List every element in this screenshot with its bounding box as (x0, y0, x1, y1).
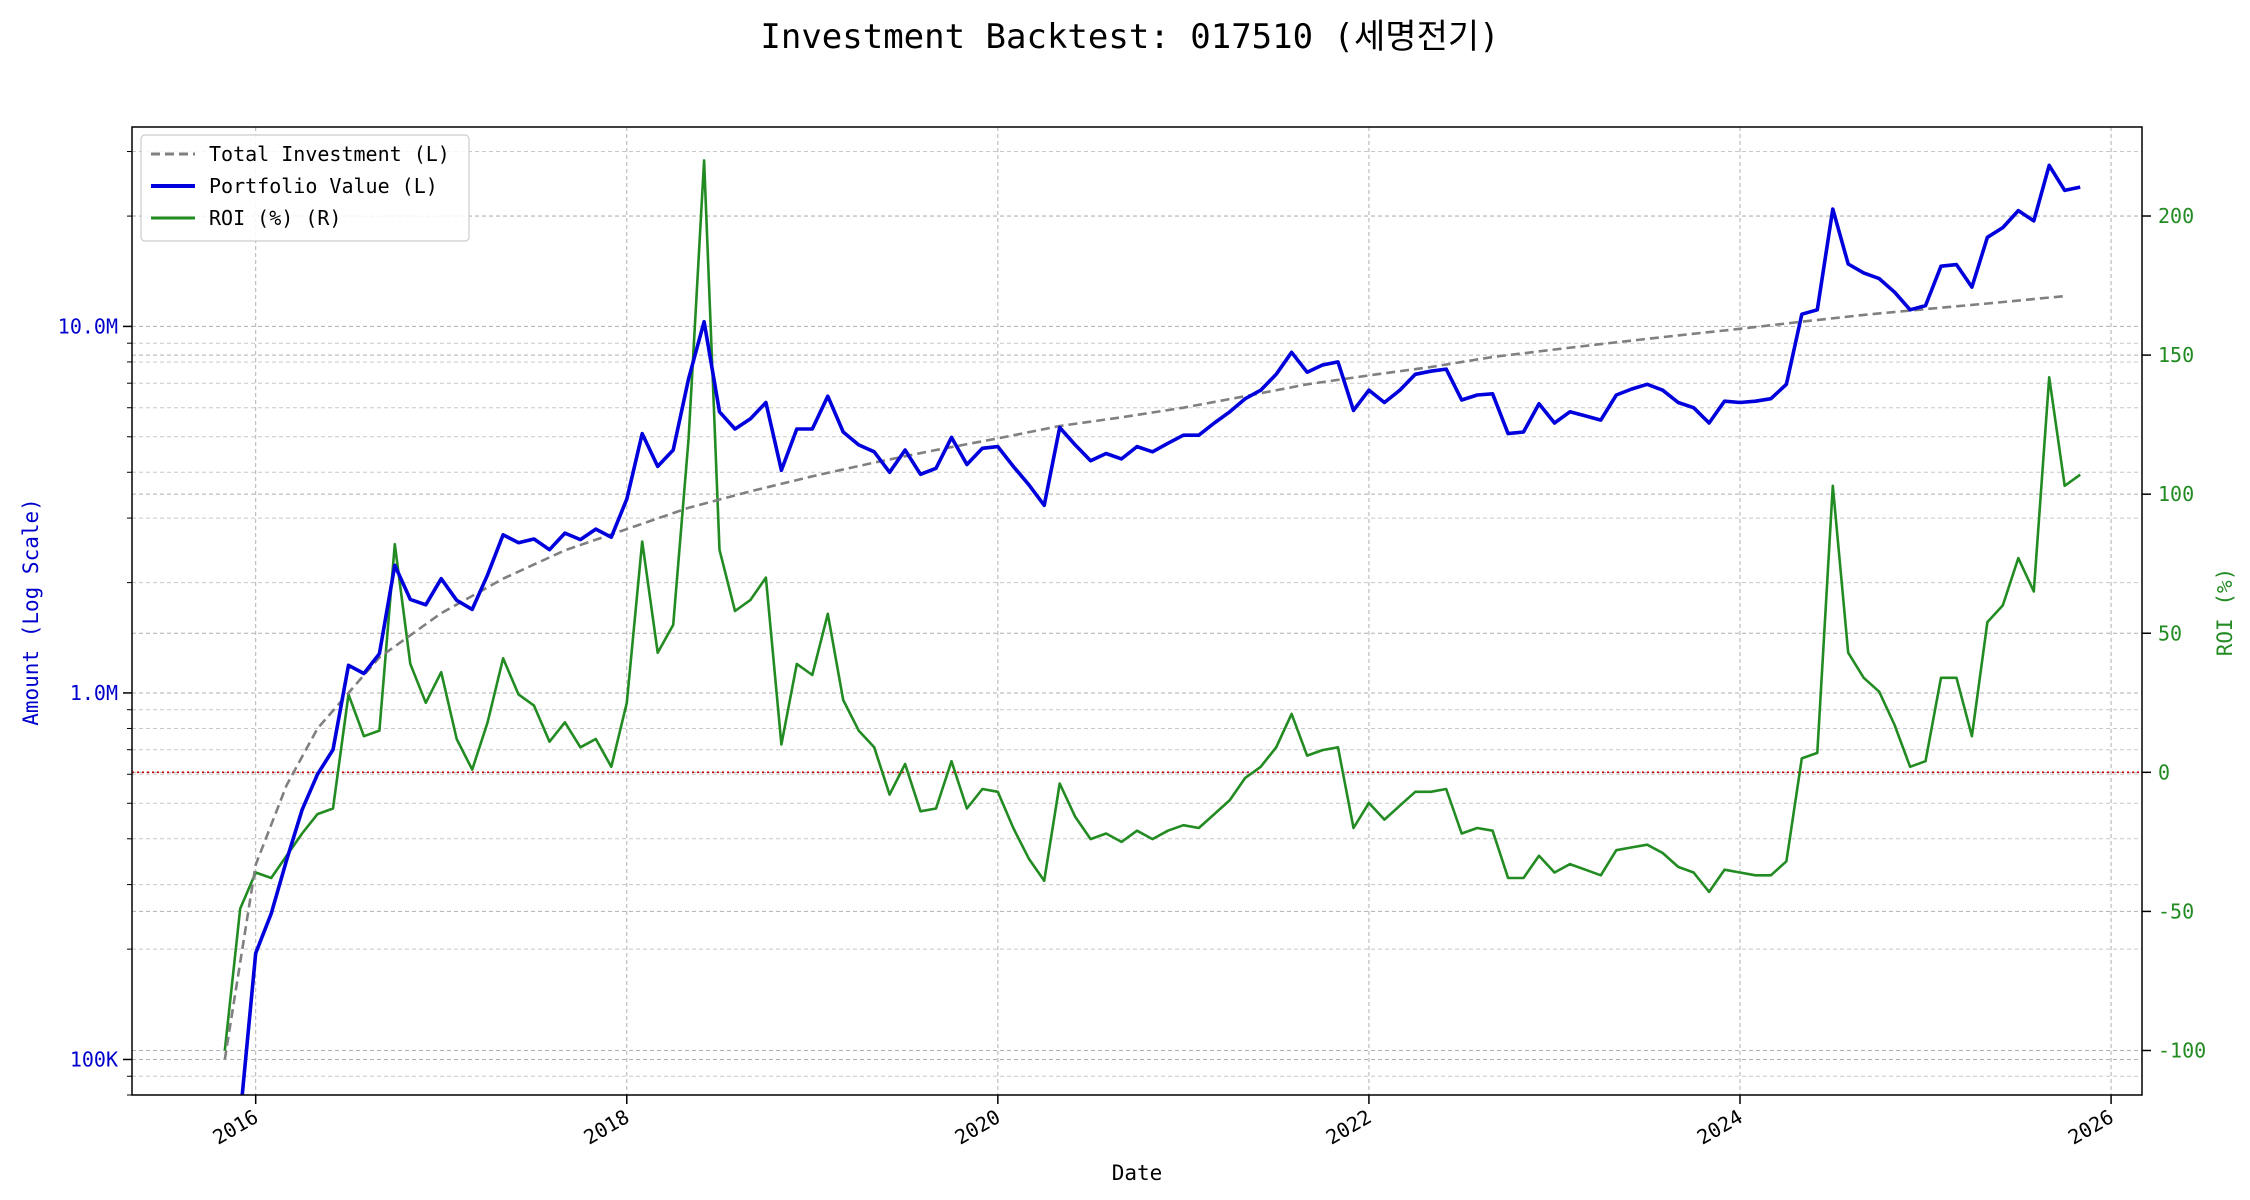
right-tick-label: 0 (2158, 760, 2170, 784)
legend: Total Investment (L) Portfolio Value (L)… (140, 134, 470, 242)
left-tick-label: 1.0M (70, 681, 118, 705)
left-axis: 100K 1.0M 10.0M (58, 151, 132, 1096)
right-tick-label: 50 (2158, 621, 2182, 645)
legend-label-roi: ROI (%) (R) (209, 206, 341, 230)
right-tick-label: 150 (2158, 343, 2194, 367)
left-tick-label: 10.0M (58, 314, 118, 338)
legend-box (140, 134, 470, 242)
roi-line (223, 159, 2081, 1051)
x-axis-label: Date (1112, 1161, 1163, 1185)
right-axis-label: ROI (%) (2213, 568, 2237, 657)
chart-title: Investment Backtest: 017510 (세명전기) (760, 17, 1499, 57)
right-tick-label: 100 (2158, 482, 2194, 506)
grid (132, 127, 2142, 1096)
portfolio-value-line (240, 163, 2081, 1095)
right-tick-label: -100 (2158, 1038, 2206, 1062)
left-axis-label: Amount (Log Scale) (19, 498, 43, 726)
total-investment-line (223, 294, 2065, 1060)
legend-label-investment: Total Investment (L) (209, 142, 450, 166)
plot-frame (131, 126, 2143, 1096)
left-tick-label: 100K (70, 1047, 118, 1071)
right-tick-label: 200 (2158, 204, 2194, 228)
legend-label-portfolio: Portfolio Value (L) (209, 174, 438, 198)
right-axis: -100 -50 0 50 100 150 200 (2142, 204, 2206, 1062)
series-layer (223, 159, 2081, 1095)
right-tick-label: -50 (2158, 899, 2194, 923)
